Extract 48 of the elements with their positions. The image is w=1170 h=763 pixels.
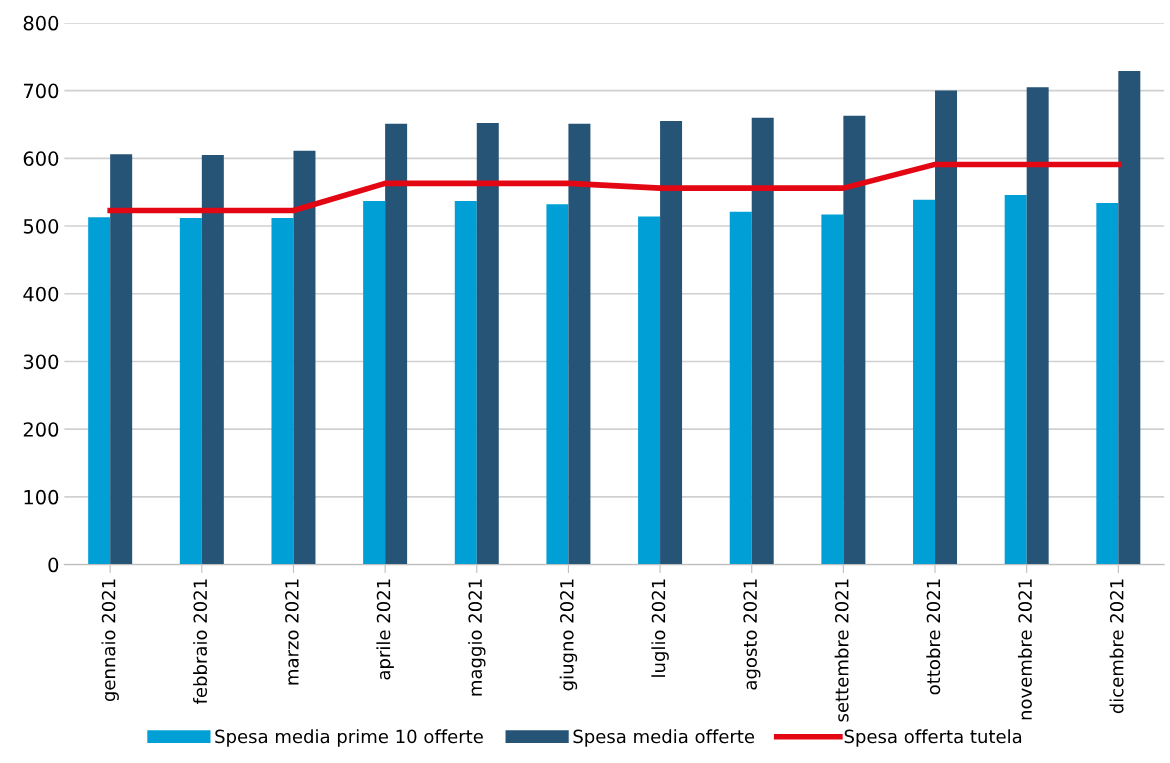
bar — [935, 90, 958, 565]
bar — [363, 200, 386, 565]
y-tick-label: 800 — [23, 15, 59, 31]
bar — [1118, 70, 1141, 565]
bar — [638, 216, 661, 565]
y-tick-label: 400 — [23, 286, 59, 302]
x-tick-label: dicembre 2021 — [1109, 579, 1124, 714]
x-tick-label: febbraio 2021 — [193, 579, 208, 705]
bar — [271, 217, 294, 565]
x-tick-label: ottobre 2021 — [926, 579, 941, 695]
y-tick-label: 200 — [23, 422, 59, 437]
x-tick-label: agosto 2021 — [743, 579, 761, 690]
bar — [201, 154, 224, 565]
legend-label: Spesa media prime 10 offerte — [215, 729, 483, 747]
x-tick-label: gennaio 2021 — [101, 579, 119, 702]
bar — [660, 121, 683, 565]
bar — [385, 123, 408, 565]
bar — [751, 117, 774, 565]
bar — [913, 199, 936, 565]
x-tick-label: aprile 2021 — [376, 579, 394, 680]
bar — [821, 214, 844, 565]
bar — [110, 154, 133, 565]
bar — [88, 217, 111, 565]
y-tick-label: 600 — [23, 151, 59, 166]
bar — [568, 123, 591, 565]
x-tick-label: maggio 2021 — [468, 579, 486, 696]
y-tick-label: 0 — [48, 557, 59, 573]
y-tick-label: 300 — [23, 354, 59, 370]
x-tick-label: giugno 2021 — [559, 579, 578, 691]
legend-label: Spesa offerta tutela — [844, 729, 1022, 747]
x-tick-label: luglio 2021 — [651, 579, 669, 677]
bar — [293, 150, 316, 565]
bar — [729, 211, 752, 565]
y-tick-label: 500 — [23, 218, 59, 234]
legend-label: Spesa media offerte — [573, 729, 755, 747]
x-tick-label: novembre 2021 — [1017, 579, 1032, 720]
y-tick-label: 100 — [24, 489, 59, 505]
bar — [1004, 194, 1027, 565]
bar — [843, 115, 866, 565]
bar — [179, 217, 202, 565]
x-tick-label: marzo 2021 — [285, 579, 299, 685]
bar — [1096, 203, 1119, 565]
y-tick-label: 700 — [23, 83, 59, 99]
bar — [476, 123, 499, 565]
bar — [1026, 87, 1049, 565]
x-tick-label: settembre 2021 — [834, 579, 849, 722]
bar — [454, 200, 477, 565]
bar — [546, 204, 569, 565]
